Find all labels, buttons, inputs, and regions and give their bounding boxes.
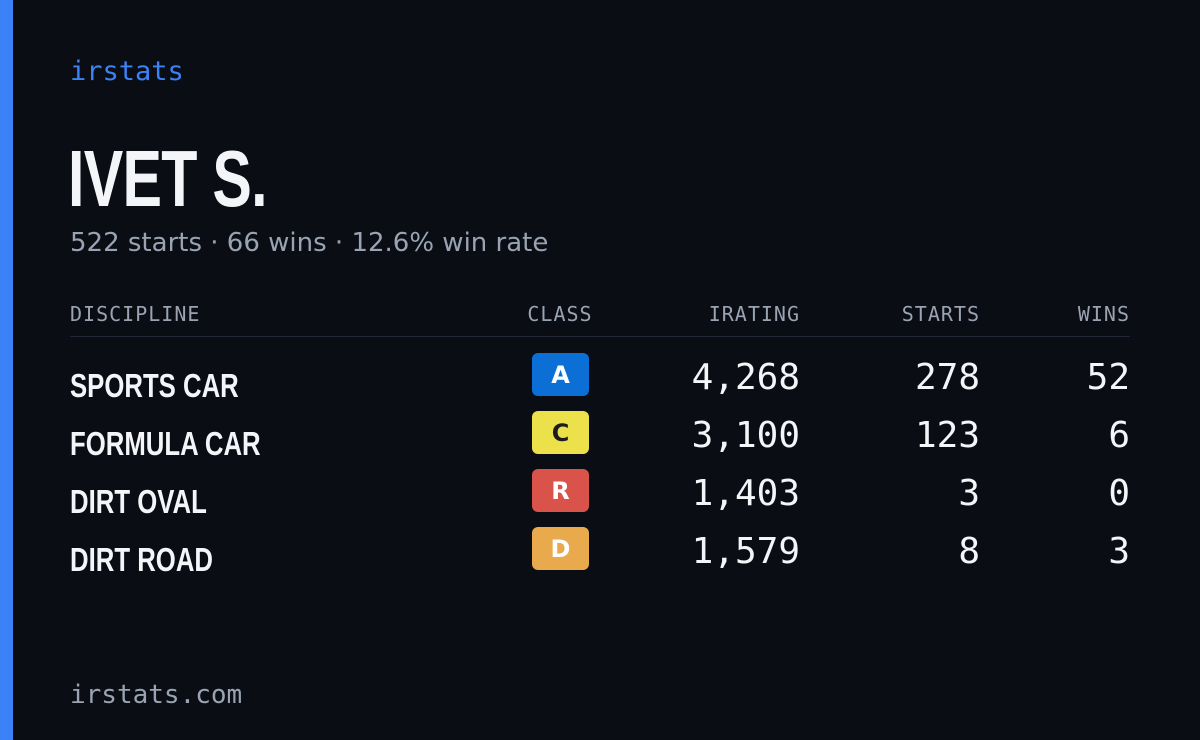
starts-value: 123	[914, 415, 980, 456]
class-badge: A	[532, 353, 589, 396]
header-discipline: DISCIPLINE	[70, 302, 201, 326]
starts-value: 278	[914, 357, 980, 398]
header-starts: STARTS	[901, 302, 980, 326]
discipline-name: FORMULA CAR	[70, 425, 261, 462]
table-body: SPORTS CAR A 4,268 278 52 FORMULA CAR C …	[70, 337, 1130, 585]
table-row: FORMULA CAR C 3,100 123 6	[70, 411, 1130, 469]
table-row: SPORTS CAR A 4,268 278 52	[70, 353, 1130, 411]
accent-bar	[0, 0, 13, 740]
driver-name: IVET S.	[68, 134, 268, 223]
discipline-name: DIRT OVAL	[70, 483, 207, 520]
wins-value: 6	[1108, 415, 1130, 456]
discipline-name: SPORTS CAR	[70, 367, 239, 404]
table-row: DIRT OVAL R 1,403 3 0	[70, 469, 1130, 527]
driver-summary: 522 starts · 66 wins · 12.6% win rate	[70, 228, 549, 258]
irating-value: 3,100	[691, 415, 800, 456]
header-class: CLASS	[527, 302, 593, 326]
class-badge: C	[532, 411, 589, 454]
starts-value: 3	[958, 473, 980, 514]
table-header: DISCIPLINE CLASS IRATING STARTS WINS	[70, 298, 1130, 337]
irating-value: 1,579	[691, 531, 800, 572]
class-badge: R	[532, 469, 589, 512]
irating-value: 1,403	[691, 473, 800, 514]
wins-value: 3	[1108, 531, 1130, 572]
header-wins: WINS	[1077, 302, 1130, 326]
class-badge: D	[532, 527, 589, 570]
header-irating: IRATING	[708, 302, 800, 326]
wins-value: 0	[1108, 473, 1130, 514]
wins-value: 52	[1086, 357, 1130, 398]
starts-value: 8	[958, 531, 980, 572]
discipline-name: DIRT ROAD	[70, 541, 213, 578]
table-row: DIRT ROAD D 1,579 8 3	[70, 527, 1130, 585]
irating-value: 4,268	[691, 357, 800, 398]
discipline-table: DISCIPLINE CLASS IRATING STARTS WINS SPO…	[70, 298, 1130, 585]
footer-url: irstats.com	[70, 680, 243, 710]
brand-logo: irstats	[70, 56, 184, 87]
